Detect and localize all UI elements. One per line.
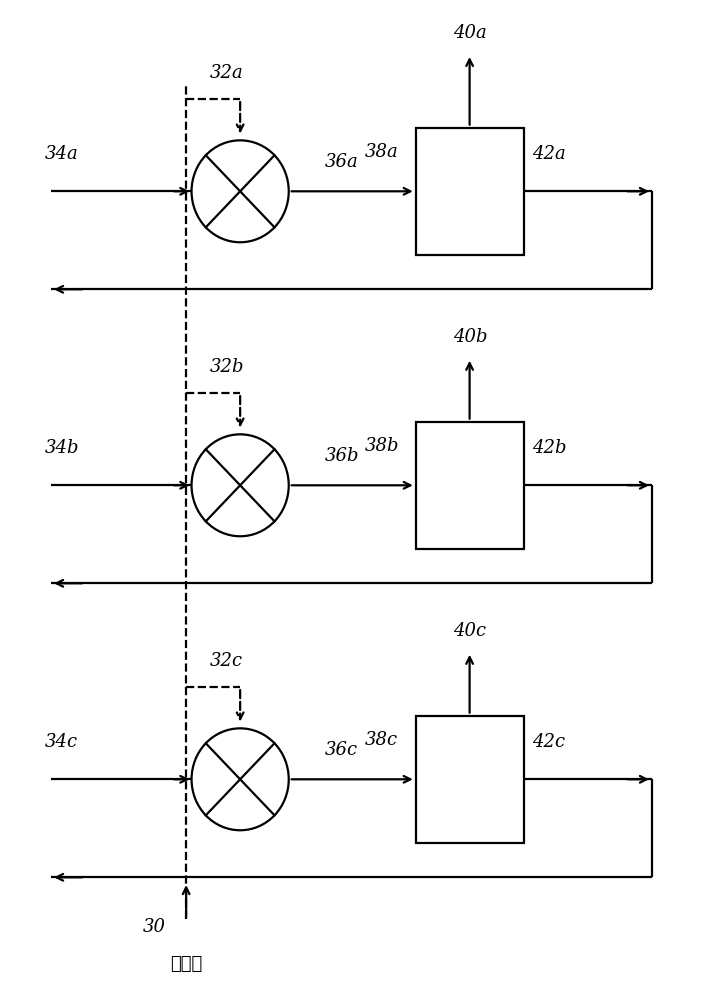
Text: 38c: 38c [365,731,398,749]
Text: 40b: 40b [453,328,487,346]
Text: 42c: 42c [531,733,565,751]
Text: 34a: 34a [44,145,78,163]
Text: 32b: 32b [209,358,244,376]
Text: 32a: 32a [209,64,243,82]
Text: 32c: 32c [209,652,243,670]
Text: 36a: 36a [325,153,359,171]
Text: 36c: 36c [325,741,359,759]
Text: 40c: 40c [453,622,486,640]
Bar [415,422,524,549]
Text: 反应物: 反应物 [170,955,202,973]
Text: 34b: 34b [44,439,79,457]
Text: 38b: 38b [365,437,399,455]
Text: 40a: 40a [453,24,486,42]
Text: 42b: 42b [531,439,566,457]
Bar [415,128,524,255]
Text: 34c: 34c [44,733,77,751]
Text: 30: 30 [142,918,165,936]
Text: 36b: 36b [325,447,360,465]
Text: 38a: 38a [365,143,399,161]
Text: 42a: 42a [531,145,565,163]
Bar [415,716,524,843]
